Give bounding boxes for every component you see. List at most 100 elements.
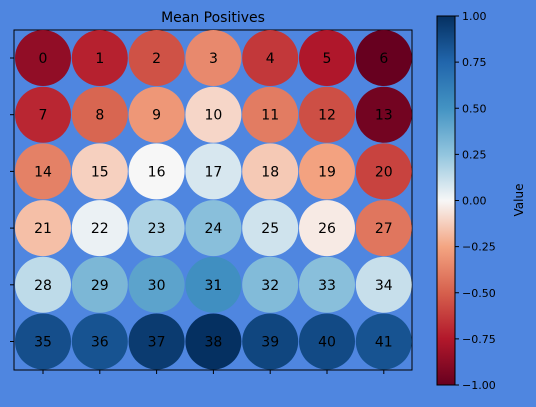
heatmap-cell-34 (355, 256, 412, 313)
heatmap-cell-15 (71, 143, 128, 200)
colorbar (436, 15, 456, 386)
heatmap-cell-14 (15, 143, 71, 200)
cell-label-10: 10 (204, 108, 222, 124)
heatmap-cell-6 (355, 30, 412, 86)
cell-label-11: 11 (261, 108, 279, 124)
heatmap-cell-12 (299, 86, 355, 143)
heatmap-cell-19 (299, 143, 355, 200)
colorbar-tick-label: −1.00 (462, 379, 496, 392)
cell-label-28: 28 (34, 278, 52, 294)
cell-label-37: 37 (148, 335, 166, 351)
heatmap-cell-27 (355, 200, 412, 257)
cell-label-41: 41 (375, 335, 393, 351)
cell-label-26: 26 (318, 221, 336, 237)
cell-label-20: 20 (375, 164, 393, 180)
cell-label-33: 33 (318, 278, 336, 294)
heatmap-cell-25 (242, 200, 299, 257)
heatmap-cell-33 (299, 256, 355, 313)
colorbar-tick-label: 0.25 (462, 148, 487, 161)
cell-label-35: 35 (34, 335, 52, 351)
colorbar-tick-label: 0.75 (462, 56, 487, 69)
colorbar-tick-label: 0.50 (462, 102, 487, 115)
heatmap-cell-17 (185, 143, 242, 200)
cell-label-5: 5 (323, 51, 332, 67)
heatmap-cell-1 (71, 30, 128, 86)
heatmap-cell-4 (242, 30, 299, 86)
heatmap-cell-23 (128, 200, 185, 257)
heatmap-cell-16 (128, 143, 185, 200)
heatmap-cell-24 (185, 200, 242, 257)
heatmap-cell-38 (185, 313, 242, 370)
heatmap-cell-22 (71, 200, 128, 257)
heatmap-cell-3 (185, 30, 242, 86)
heatmap-cell-31 (185, 256, 242, 313)
heatmap-cell-41 (355, 313, 412, 370)
cell-label-15: 15 (91, 164, 109, 180)
heatmap-cell-32 (242, 256, 299, 313)
heatmap-cell-40 (299, 313, 355, 370)
colorbar-tick-label: 0.00 (462, 195, 487, 208)
cell-label-38: 38 (204, 335, 222, 351)
cell-label-12: 12 (318, 108, 336, 124)
heatmap-cell-18 (242, 143, 299, 200)
cell-label-34: 34 (375, 278, 393, 294)
colorbar-tick-label: 1.00 (462, 10, 487, 23)
cell-label-1: 1 (95, 51, 104, 67)
heatmap-cell-7 (15, 86, 71, 143)
heatmap-cell-26 (299, 200, 355, 257)
cell-label-24: 24 (204, 221, 222, 237)
cell-label-22: 22 (91, 221, 109, 237)
heatmap-cell-35 (15, 313, 71, 370)
cell-label-17: 17 (204, 164, 222, 180)
x-axis-ticks (42, 370, 385, 374)
cell-label-27: 27 (375, 221, 393, 237)
heatmap-cell-5 (299, 30, 355, 86)
colorbar-tick-label: −0.75 (462, 333, 496, 346)
heatmap-cell-0 (15, 30, 71, 86)
colorbar-tick-label: −0.50 (462, 287, 496, 300)
cell-label-30: 30 (148, 278, 166, 294)
cell-label-4: 4 (266, 51, 275, 67)
cell-label-2: 2 (152, 51, 161, 67)
cell-label-18: 18 (261, 164, 279, 180)
heatmap-cell-37 (128, 313, 185, 370)
heatmap-cell-11 (242, 86, 299, 143)
cell-label-7: 7 (39, 108, 48, 124)
heatmap-cell-2 (128, 30, 185, 86)
cell-label-23: 23 (148, 221, 166, 237)
cell-label-8: 8 (95, 108, 104, 124)
heatmap-cell-13 (355, 86, 412, 143)
colorbar-label: Value (512, 184, 526, 217)
cell-label-0: 0 (39, 51, 48, 67)
heatmap-cell-10 (185, 86, 242, 143)
colorbar-ticks: 1.00 0.75 0.50 0.25 0.00 −0.25 −0.50 −0.75 −1.00 (455, 10, 496, 392)
cell-label-36: 36 (91, 335, 109, 351)
heatmap-cell-29 (71, 256, 128, 313)
plot-area (13, 29, 413, 371)
cell-label-31: 31 (204, 278, 222, 294)
cell-label-25: 25 (261, 221, 279, 237)
cell-label-39: 39 (261, 335, 279, 351)
heatmap-cell-30 (128, 256, 185, 313)
cell-label-13: 13 (375, 108, 393, 124)
heatmap-cell-36 (71, 313, 128, 370)
heatmap-cell-20 (355, 143, 412, 200)
cell-label-3: 3 (209, 51, 218, 67)
cell-label-32: 32 (261, 278, 279, 294)
cell-label-19: 19 (318, 164, 336, 180)
heatmap-cell-9 (128, 86, 185, 143)
colorbar-tick-label: −0.25 (462, 241, 496, 254)
heatmap-cell-8 (71, 86, 128, 143)
heatmap-cell-21 (15, 200, 71, 257)
cell-label-14: 14 (34, 164, 52, 180)
cell-label-6: 6 (379, 51, 388, 67)
cell-label-16: 16 (148, 164, 166, 180)
heatmap-cell-39 (242, 313, 299, 370)
y-axis-ticks (10, 57, 14, 342)
cell-label-40: 40 (318, 335, 336, 351)
cell-label-21: 21 (34, 221, 52, 237)
cell-label-9: 9 (152, 108, 161, 124)
heatmap-cell-28 (15, 256, 71, 313)
